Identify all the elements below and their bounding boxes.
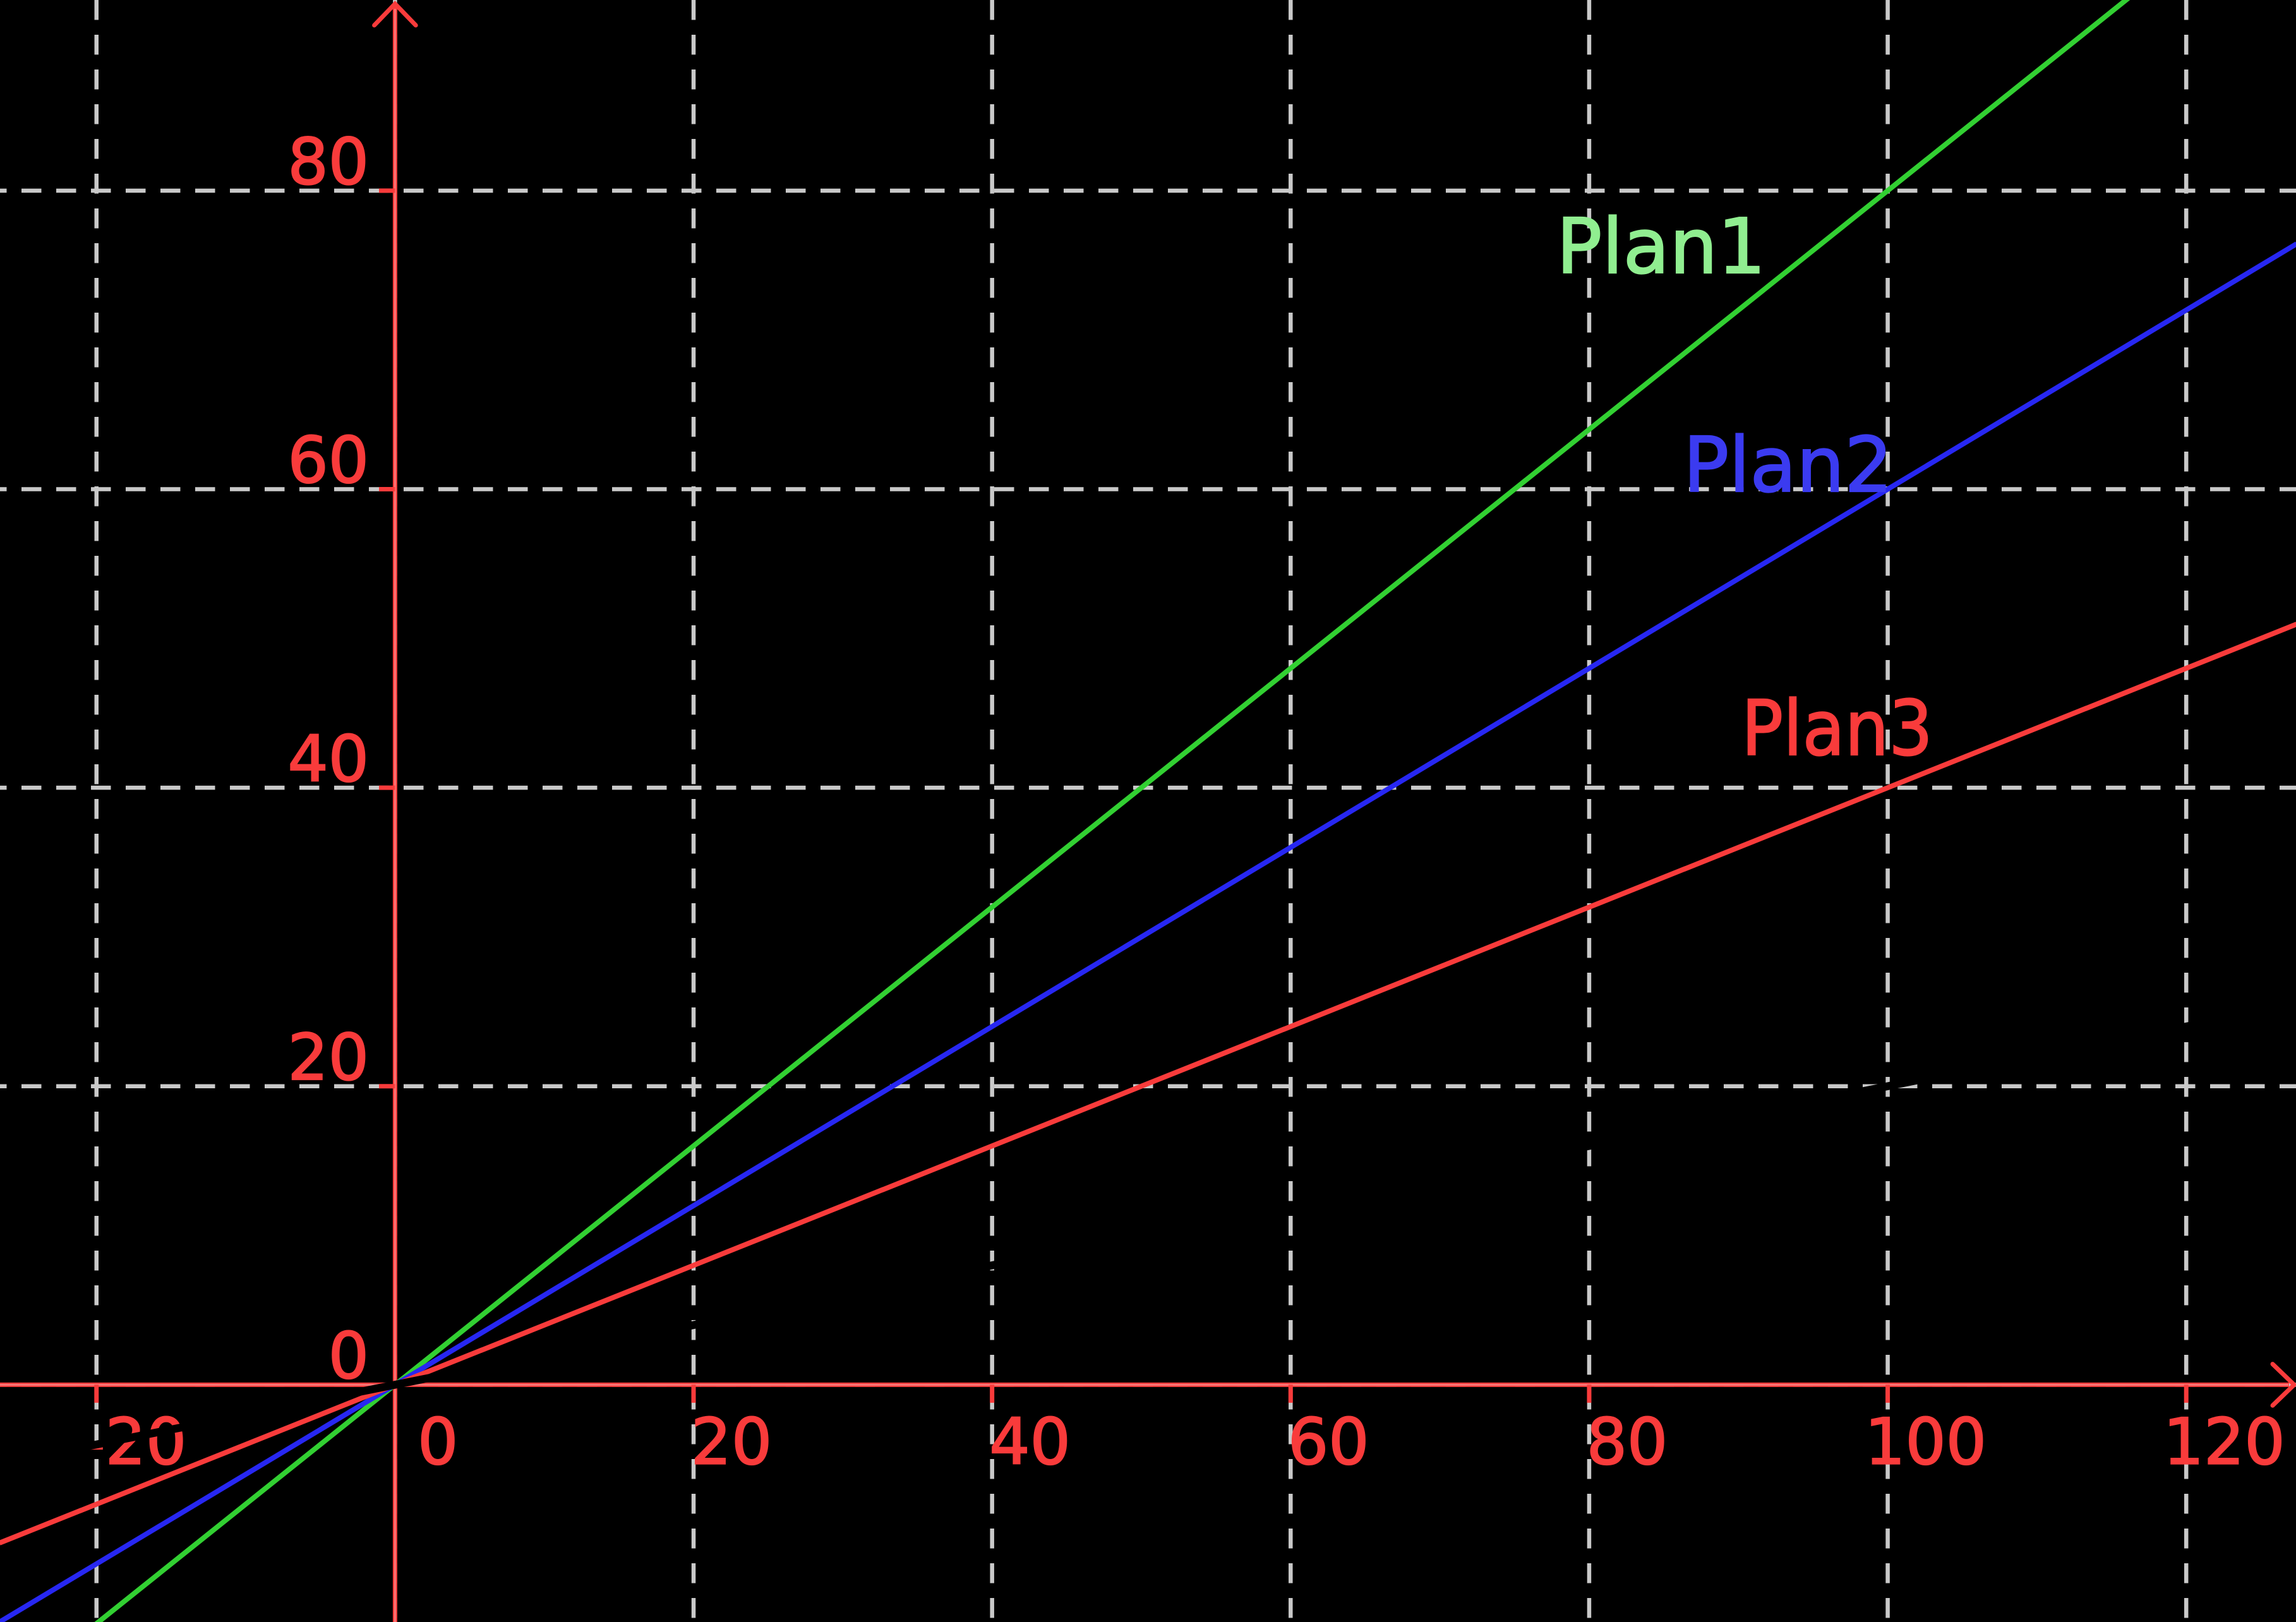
x-tick-label-100: 100 <box>1865 1405 1986 1479</box>
x-tick-label-80: 80 <box>1587 1405 1668 1479</box>
y-tick-label-20: 20 <box>287 1020 369 1095</box>
y-tick-label-0: 0 <box>328 1319 369 1393</box>
series-label-plan2: Plan2 <box>1683 422 1893 510</box>
series-line-plan4-hidden <box>0 1000 2296 1468</box>
tick-marks <box>94 188 2189 1403</box>
y-axis-arrow-icon <box>372 0 418 28</box>
x-tick-label-20: 20 <box>691 1405 772 1479</box>
x-axis-arrow-icon <box>2270 1362 2296 1408</box>
series-label-plan3: Plan3 <box>1741 685 1933 773</box>
x-tick-label-0: 0 <box>418 1405 458 1479</box>
x-tick-label-120: 120 <box>2163 1405 2285 1479</box>
hidden-series <box>0 1000 2296 1468</box>
series-labels: Plan1 Plan2 Plan3 <box>1556 203 1933 774</box>
y-tick-label-80: 80 <box>287 124 369 199</box>
x-tick-label-40: 40 <box>989 1405 1071 1479</box>
series-label-plan1: Plan1 <box>1556 203 1766 291</box>
y-tick-label-40: 40 <box>287 721 369 796</box>
y-tick-label-60: 60 <box>287 423 369 498</box>
x-tick-label-60: 60 <box>1288 1405 1369 1479</box>
